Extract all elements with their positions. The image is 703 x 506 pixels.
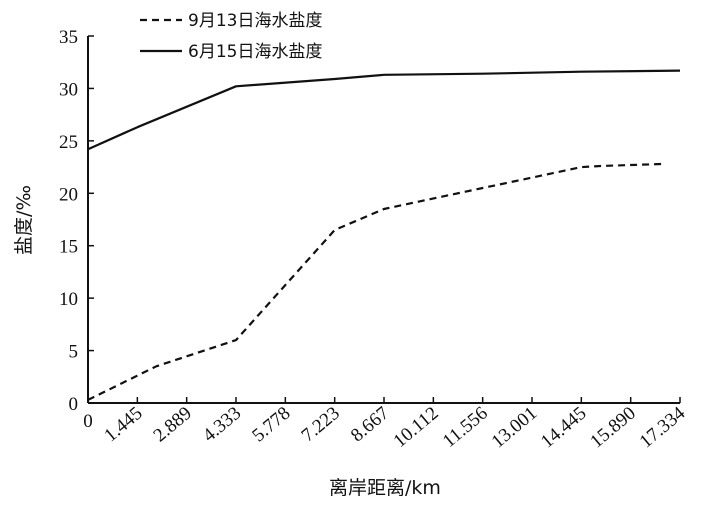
x-tick-label: 2.889: [150, 403, 196, 447]
x-tick-label: 10.112: [390, 403, 443, 452]
y-tick-label: 35: [59, 27, 78, 48]
chart-legend: 9月13日海水盐度 6月15日海水盐度: [140, 11, 322, 62]
y-tick-label: 30: [59, 79, 78, 100]
series-line-0: [87, 162, 666, 401]
chart-plot-area: [87, 69, 681, 401]
legend-label-1: 6月15日海水盐度: [188, 42, 322, 62]
x-tick-label: 13.001: [488, 403, 542, 453]
y-tick-label: 25: [59, 132, 78, 153]
x-tick-label: 7.223: [298, 403, 344, 447]
y-tick-label: 0: [69, 394, 79, 415]
chart-axes: 0 5 10 15 20 25 30 35 0 1.445 2.889 4.333 5.778 7.223…: [59, 27, 690, 452]
y-tick-label: 5: [69, 342, 79, 363]
x-tick-label: 14.445: [537, 403, 591, 453]
series-line-1: [87, 69, 681, 151]
x-tick-label: 5.778: [248, 403, 294, 447]
x-tick-label: 1.445: [100, 403, 146, 447]
x-tick-label: 17.334: [636, 402, 690, 452]
x-tick-label: 8.667: [347, 403, 393, 447]
x-axis-title: 离岸距离/km: [329, 477, 441, 499]
y-tick-label: 15: [59, 237, 78, 258]
legend-label-0: 9月13日海水盐度: [188, 11, 322, 31]
y-axis-title: 盐度/‰: [13, 185, 35, 255]
x-tick-label: 15.890: [586, 403, 640, 453]
y-tick-label: 20: [59, 184, 78, 205]
x-tick-label: 4.333: [199, 403, 245, 447]
x-tick-label: 11.556: [439, 403, 492, 452]
x-tick-label: 0: [83, 411, 93, 432]
y-tick-label: 10: [59, 289, 78, 310]
